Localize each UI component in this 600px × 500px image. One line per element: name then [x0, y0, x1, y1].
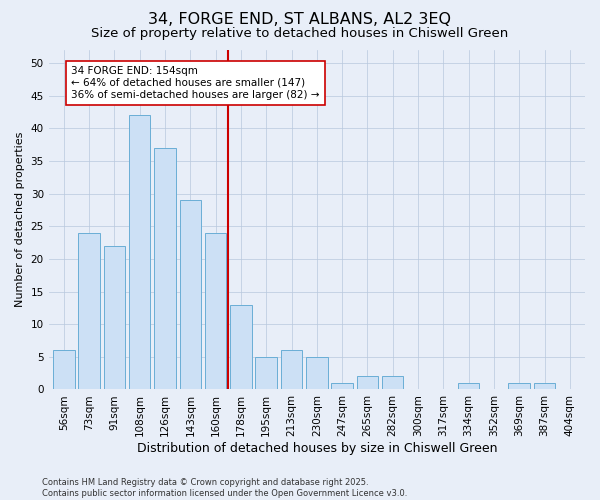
X-axis label: Distribution of detached houses by size in Chiswell Green: Distribution of detached houses by size … — [137, 442, 497, 455]
Bar — [179, 200, 201, 390]
Bar — [256, 357, 277, 390]
Bar — [53, 350, 74, 390]
Text: Size of property relative to detached houses in Chiswell Green: Size of property relative to detached ho… — [91, 28, 509, 40]
Bar — [534, 383, 555, 390]
Text: 34, FORGE END, ST ALBANS, AL2 3EQ: 34, FORGE END, ST ALBANS, AL2 3EQ — [149, 12, 452, 28]
Text: 34 FORGE END: 154sqm
← 64% of detached houses are smaller (147)
36% of semi-deta: 34 FORGE END: 154sqm ← 64% of detached h… — [71, 66, 320, 100]
Bar — [306, 357, 328, 390]
Y-axis label: Number of detached properties: Number of detached properties — [15, 132, 25, 308]
Bar — [281, 350, 302, 390]
Text: Contains HM Land Registry data © Crown copyright and database right 2025.
Contai: Contains HM Land Registry data © Crown c… — [42, 478, 407, 498]
Bar — [458, 383, 479, 390]
Bar — [154, 148, 176, 390]
Bar — [205, 233, 226, 390]
Bar — [104, 246, 125, 390]
Bar — [79, 233, 100, 390]
Bar — [356, 376, 378, 390]
Bar — [508, 383, 530, 390]
Bar — [331, 383, 353, 390]
Bar — [382, 376, 403, 390]
Bar — [230, 304, 251, 390]
Bar — [129, 116, 151, 390]
